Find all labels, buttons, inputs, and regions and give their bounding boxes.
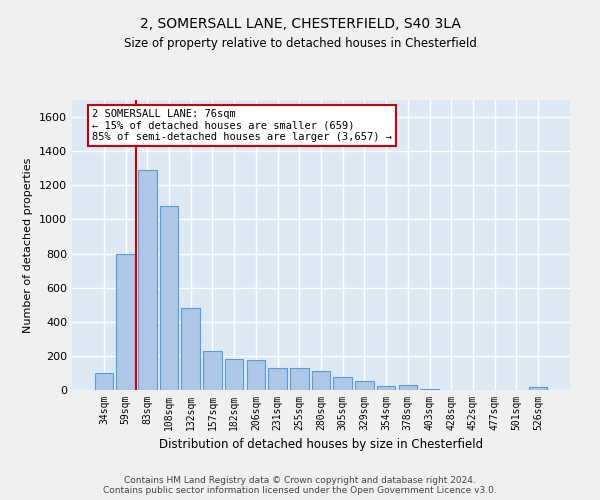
- Bar: [225, 360, 244, 390]
- Bar: [421, 389, 439, 390]
- Bar: [355, 380, 374, 390]
- Bar: [160, 206, 178, 390]
- Text: 2, SOMERSALL LANE, CHESTERFIELD, S40 3LA: 2, SOMERSALL LANE, CHESTERFIELD, S40 3LA: [140, 18, 460, 32]
- Bar: [377, 386, 395, 390]
- Bar: [398, 385, 417, 390]
- Bar: [181, 308, 200, 390]
- Bar: [312, 371, 330, 390]
- Bar: [290, 368, 308, 390]
- Bar: [203, 351, 221, 390]
- Bar: [138, 170, 157, 390]
- Bar: [529, 386, 547, 390]
- Text: Size of property relative to detached houses in Chesterfield: Size of property relative to detached ho…: [124, 38, 476, 51]
- X-axis label: Distribution of detached houses by size in Chesterfield: Distribution of detached houses by size …: [159, 438, 483, 452]
- Bar: [334, 377, 352, 390]
- Y-axis label: Number of detached properties: Number of detached properties: [23, 158, 34, 332]
- Bar: [247, 360, 265, 390]
- Bar: [95, 373, 113, 390]
- Text: Contains HM Land Registry data © Crown copyright and database right 2024.
Contai: Contains HM Land Registry data © Crown c…: [103, 476, 497, 495]
- Bar: [268, 368, 287, 390]
- Text: 2 SOMERSALL LANE: 76sqm
← 15% of detached houses are smaller (659)
85% of semi-d: 2 SOMERSALL LANE: 76sqm ← 15% of detache…: [92, 108, 392, 142]
- Bar: [116, 254, 135, 390]
